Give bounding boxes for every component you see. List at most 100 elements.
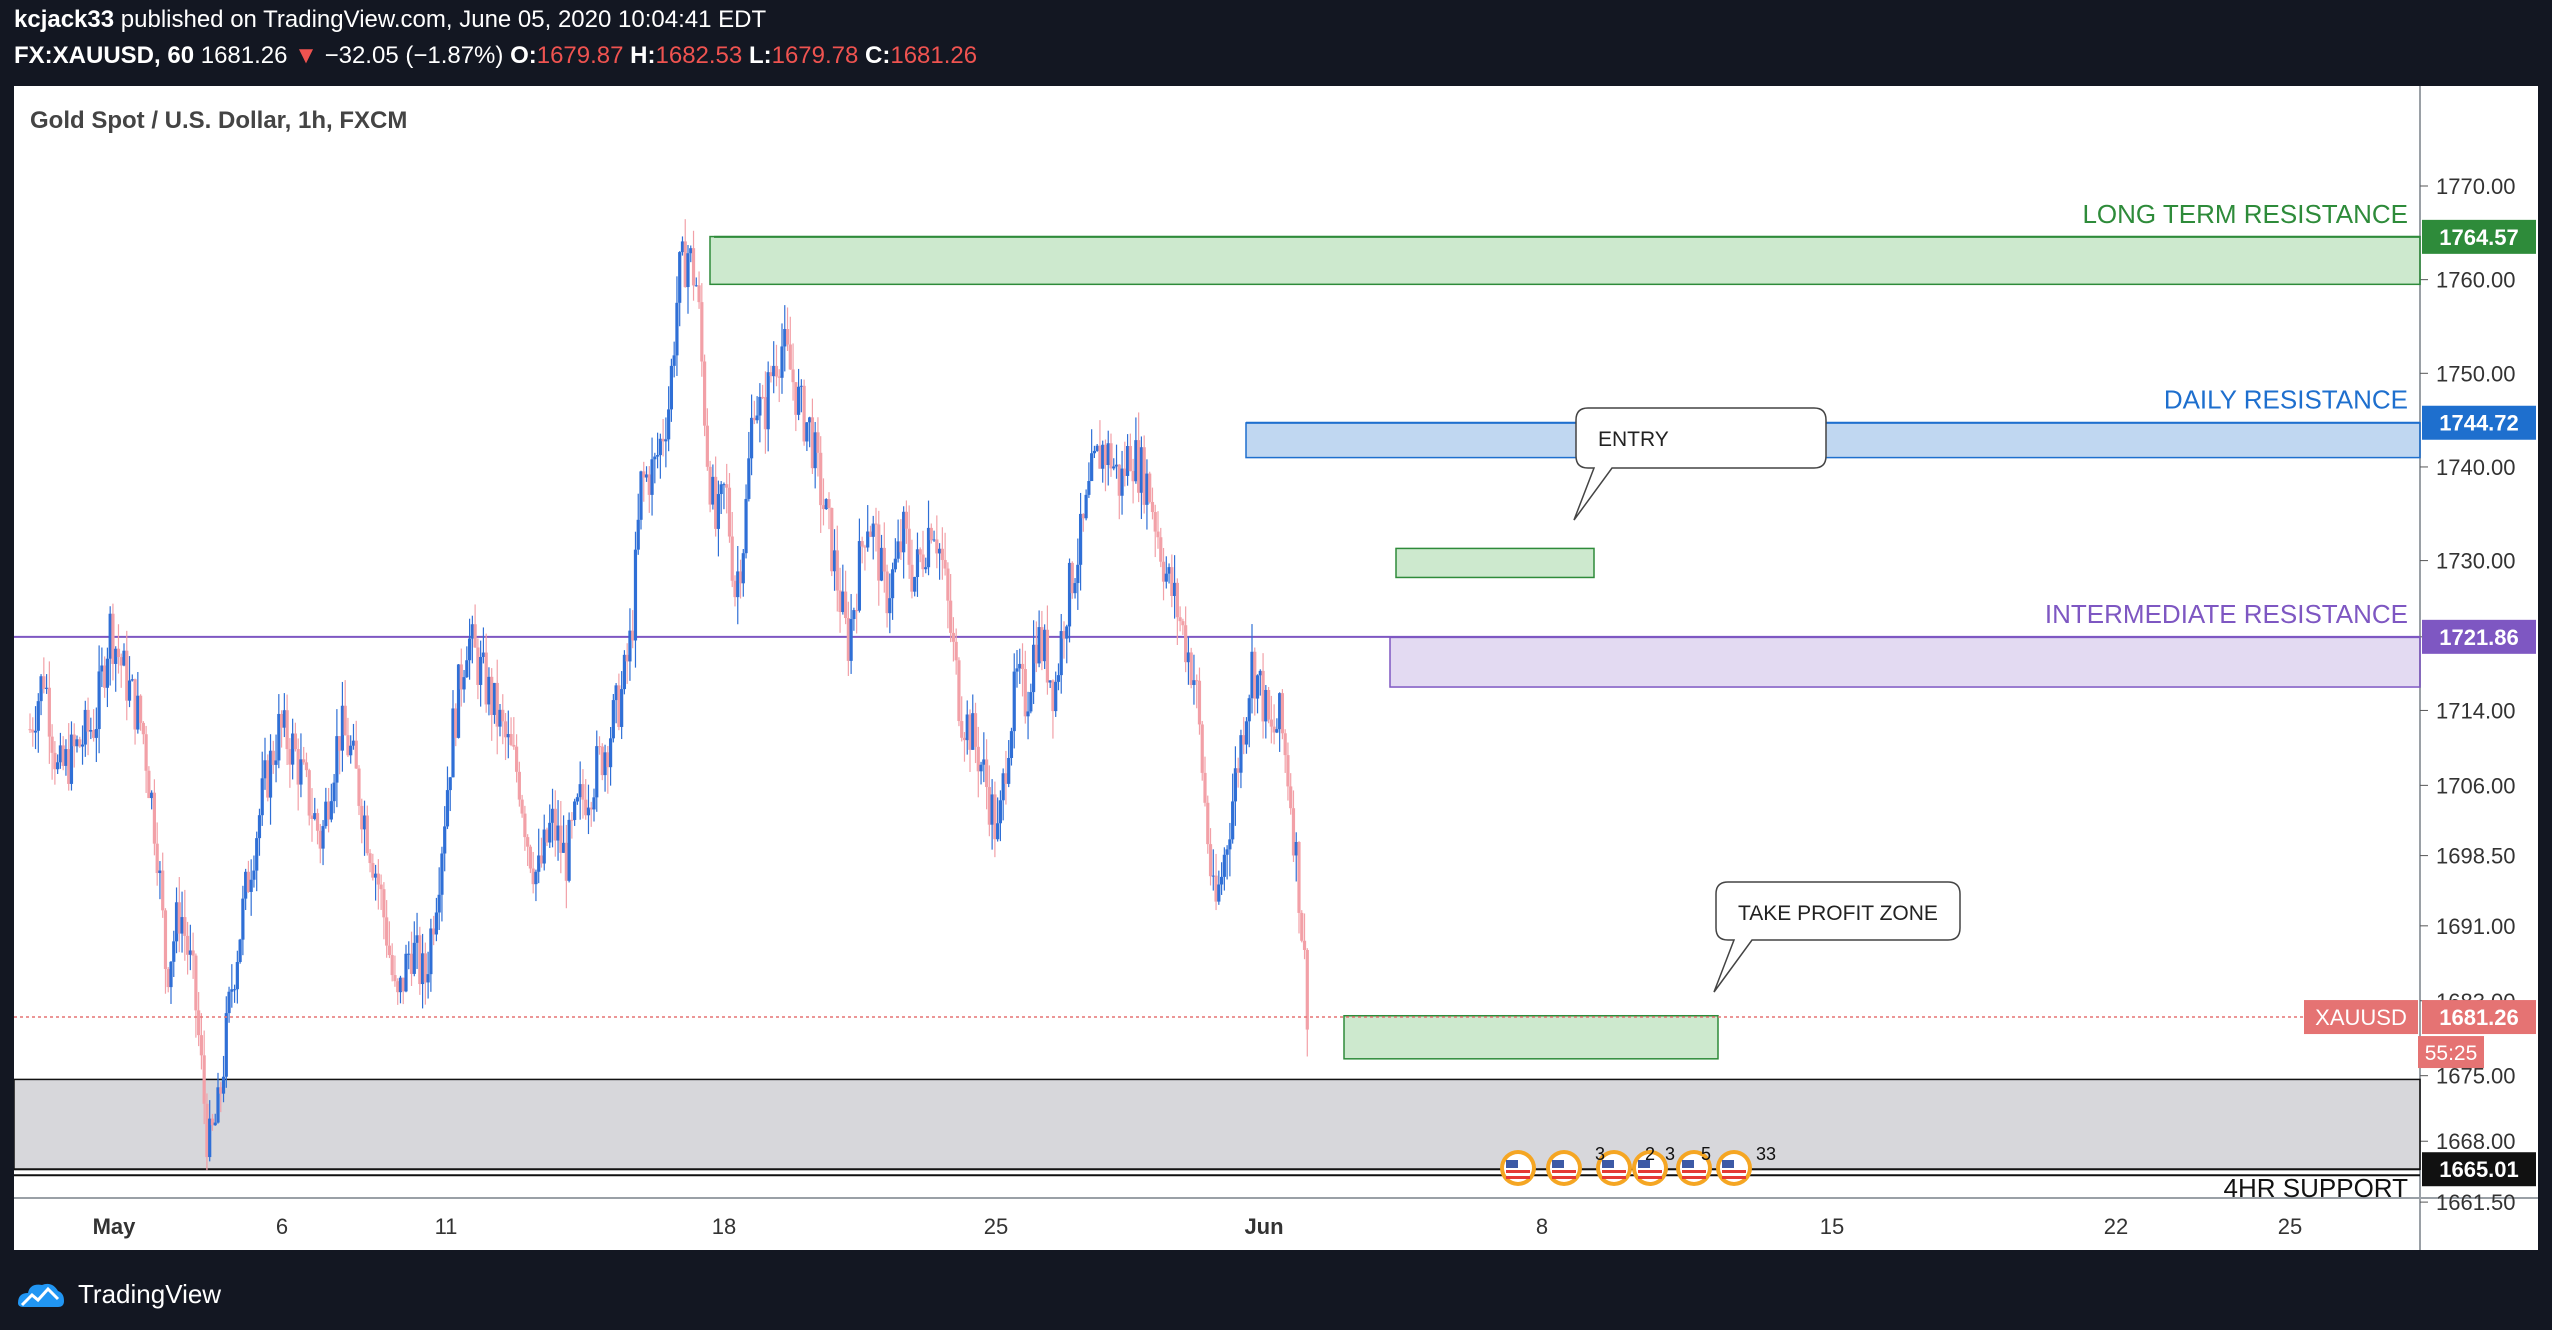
candle-body xyxy=(824,499,828,510)
candle-body xyxy=(1197,680,1202,725)
event-flag-canton xyxy=(1638,1160,1650,1168)
us-flag-event-icon[interactable] xyxy=(1716,1150,1752,1186)
candle-body xyxy=(72,734,76,747)
symbol-tag-label: XAUUSD xyxy=(2315,1005,2407,1030)
candle-body xyxy=(75,739,79,747)
candle-body xyxy=(689,248,693,254)
footer-brand[interactable]: TradingView xyxy=(14,1272,221,1316)
candle-body xyxy=(238,939,242,963)
candle-body xyxy=(484,652,488,705)
candle-body xyxy=(1200,724,1204,773)
open-label: O: xyxy=(510,42,537,69)
candle-body xyxy=(97,671,101,730)
candle-body xyxy=(1081,513,1085,519)
time-tick-label: 8 xyxy=(1536,1214,1548,1239)
candle-body xyxy=(1231,801,1235,840)
candle-body xyxy=(882,547,886,572)
candle-body xyxy=(896,541,900,559)
candle-body xyxy=(1280,693,1285,734)
candle-body xyxy=(570,819,574,821)
countdown-label: 55:25 xyxy=(2425,1042,2478,1065)
price-tick-label: 1706.00 xyxy=(2436,773,2516,798)
candle-body xyxy=(1034,644,1038,664)
candle-body xyxy=(1134,440,1138,482)
candle-body xyxy=(943,559,947,569)
candle-body xyxy=(785,329,790,345)
open-value: 1679.87 xyxy=(536,42,624,69)
us-flag-event-icon[interactable] xyxy=(1500,1150,1536,1186)
candle-body xyxy=(249,879,253,892)
candle-body xyxy=(335,736,339,783)
candle-body xyxy=(603,752,607,776)
entry-callout[interactable] xyxy=(1573,407,1827,521)
candle-body xyxy=(813,432,817,469)
candle-body xyxy=(235,962,239,990)
candle-body xyxy=(232,989,237,991)
candle-body xyxy=(686,253,690,288)
candle-body xyxy=(683,241,687,288)
candle-body xyxy=(1161,561,1166,582)
publisher-name[interactable]: kcjack33 xyxy=(14,6,115,33)
us-flag-event-icon[interactable] xyxy=(1596,1150,1632,1186)
candle-body xyxy=(606,752,610,768)
candle-body xyxy=(761,396,765,398)
candle-body xyxy=(827,499,831,508)
candle-body xyxy=(346,735,350,756)
candle-body xyxy=(1203,772,1207,803)
price-tick-label: 1740.00 xyxy=(2436,455,2516,480)
price-chart[interactable]: 1770.00 1760.00 1750.00 1740.00 1730.00 1721.… xyxy=(13,86,2538,1250)
price-tick-label: 1698.50 xyxy=(2436,844,2516,869)
level-zone xyxy=(709,235,2421,286)
candle-body xyxy=(561,842,566,853)
candle-body xyxy=(404,953,408,992)
candle-body xyxy=(133,679,137,730)
candle-body xyxy=(199,1035,204,1056)
us-flag-event-icon[interactable] xyxy=(1676,1150,1712,1186)
candle-body xyxy=(1255,675,1260,699)
candle-body xyxy=(479,656,483,685)
level-price-label: 1764.57 xyxy=(2439,225,2519,250)
price-tick-label: 1750.00 xyxy=(2436,361,2516,386)
candle-body xyxy=(940,548,944,560)
candle-body xyxy=(921,554,925,570)
level-zone xyxy=(1389,636,2421,688)
candle-body xyxy=(407,953,411,955)
candle-body xyxy=(360,805,364,830)
chart-title: Gold Spot / U.S. Dollar, 1h, FXCM xyxy=(30,107,407,134)
candle-body xyxy=(996,823,1000,840)
candle-body xyxy=(1059,631,1063,676)
candle-body xyxy=(918,549,922,555)
candle-body xyxy=(758,396,762,416)
us-flag-event-icon[interactable] xyxy=(1632,1150,1668,1186)
change-value: −32.05 (−1.87%) xyxy=(324,42,504,69)
candle-body xyxy=(241,898,245,940)
candle-body xyxy=(702,361,707,426)
candle-body xyxy=(1192,680,1196,685)
candle-body xyxy=(1275,729,1279,733)
time-tick-label: 15 xyxy=(1820,1214,1844,1239)
event-flag-stripe xyxy=(1602,1176,1626,1179)
candle-body xyxy=(819,452,823,506)
chart-panel[interactable]: 1770.00 1760.00 1750.00 1740.00 1730.00 1721.… xyxy=(13,86,2538,1250)
candle-body xyxy=(672,355,676,366)
time-tick-label: 11 xyxy=(435,1214,458,1239)
footer-brand-label: TradingView xyxy=(78,1278,222,1309)
candle-body xyxy=(868,531,873,537)
candle-body xyxy=(39,676,43,702)
candle-body xyxy=(36,701,40,731)
candle-body xyxy=(946,568,950,601)
candle-body xyxy=(647,474,651,495)
candle-body xyxy=(285,710,289,750)
candle-body xyxy=(874,523,878,525)
candle-body xyxy=(1286,755,1290,787)
candle-body xyxy=(144,734,148,771)
candle-body xyxy=(116,648,121,658)
us-flag-event-icon[interactable] xyxy=(1546,1150,1582,1186)
candle-body xyxy=(910,564,914,592)
candle-body xyxy=(1054,681,1058,712)
take-profit-callout[interactable] xyxy=(1713,881,1961,993)
candle-body xyxy=(64,749,68,766)
candle-body xyxy=(150,792,154,799)
candle-body xyxy=(362,815,367,830)
candle-body xyxy=(1283,733,1287,756)
